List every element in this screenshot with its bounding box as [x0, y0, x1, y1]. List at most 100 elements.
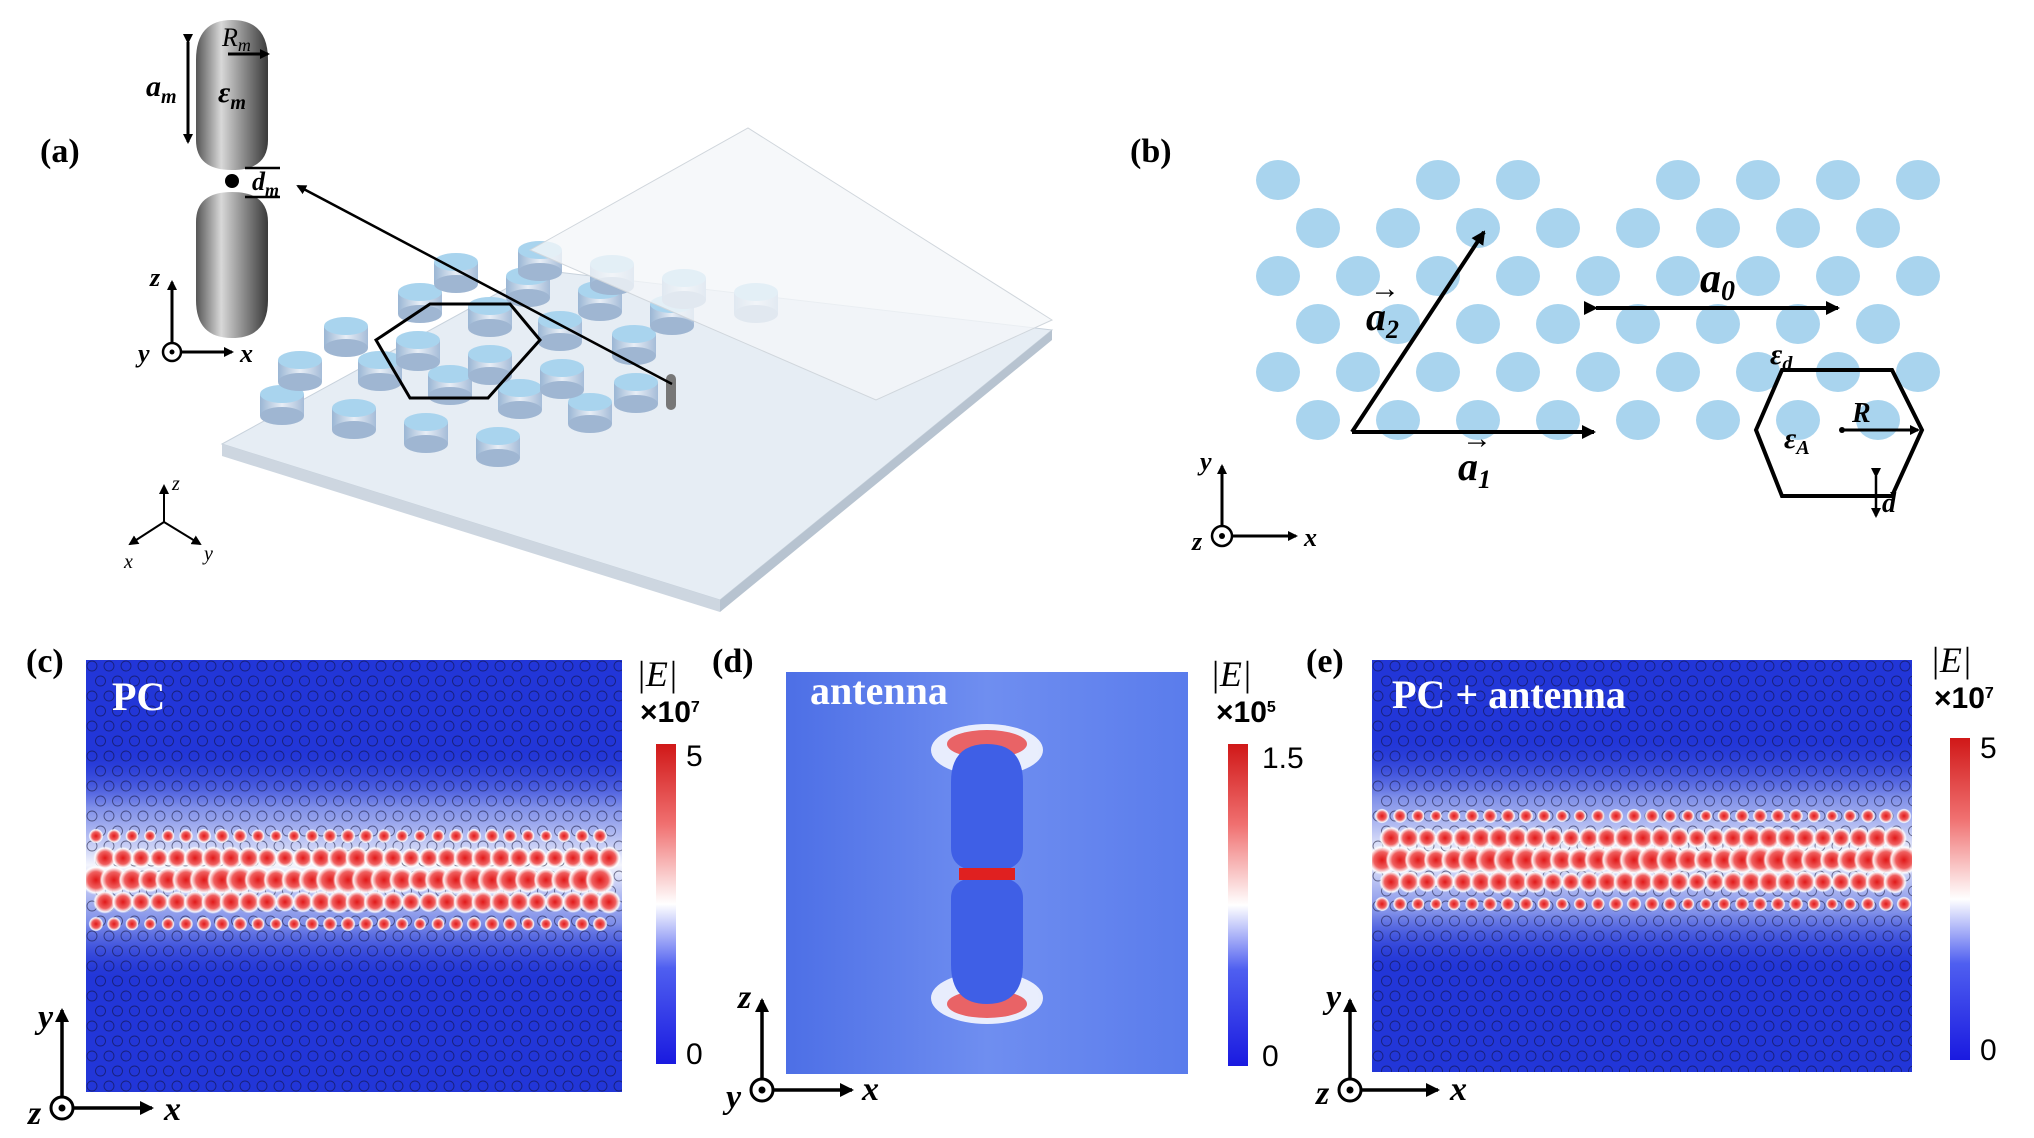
rod-outline — [588, 705, 599, 717]
rod-outline — [1423, 1020, 1435, 1032]
rod-outline — [205, 1080, 217, 1092]
field-hotspot — [1392, 896, 1408, 912]
field-hotspot — [118, 866, 146, 894]
rod-outline — [1602, 735, 1613, 747]
rod-outline — [1848, 780, 1860, 792]
field-hotspot — [292, 847, 314, 869]
rod-outline — [1415, 1035, 1426, 1047]
rod-outline — [1763, 690, 1775, 702]
pc-rod-cylinder — [568, 393, 612, 433]
rod-outline — [367, 795, 378, 807]
rod-outline — [562, 1050, 574, 1062]
field-hotspot — [1752, 808, 1768, 824]
map-title-e: PC + antenna — [1392, 672, 1626, 717]
rod-outline — [384, 945, 395, 957]
rod-outline — [384, 1035, 395, 1047]
lattice-rod — [1376, 304, 1420, 344]
field-hotspot — [196, 916, 212, 932]
rod-outline — [1899, 780, 1911, 792]
rod-outline — [426, 960, 438, 972]
rod-outline — [623, 976, 633, 986]
rod-outline — [341, 810, 353, 822]
rod-outline — [248, 945, 259, 957]
rod-outline — [562, 1020, 574, 1032]
rod-outline — [112, 945, 123, 957]
rod-outline — [1814, 930, 1826, 942]
panel-d: (d) antenna |E| ×105 1.5 0 z x y — [712, 643, 1304, 1116]
rod-outline — [239, 1020, 251, 1032]
rod-outline — [1823, 1005, 1834, 1017]
rod-outline — [486, 975, 497, 987]
rod-outline — [103, 960, 115, 972]
x3d-axis — [128, 521, 165, 546]
rod-outline — [1729, 1020, 1741, 1032]
rod-outline — [384, 735, 395, 747]
rod-outline — [579, 960, 591, 972]
rod-outline — [596, 660, 608, 672]
rod-outline — [358, 690, 370, 702]
rod-outline — [562, 960, 574, 972]
field-hotspot — [232, 828, 248, 844]
field-hotspot — [489, 890, 513, 914]
field-hotspot — [539, 829, 553, 843]
rod-outline — [1695, 930, 1707, 942]
rod-outline — [163, 975, 174, 987]
field-hotspot — [1812, 871, 1834, 893]
rod-outline — [350, 1035, 361, 1047]
rod-outline — [350, 705, 361, 717]
rod-outline — [640, 886, 650, 896]
rod-outline — [86, 780, 98, 792]
field-hotspot — [130, 847, 152, 869]
field-hotspot — [435, 890, 459, 914]
rod-outline — [435, 1035, 446, 1047]
panel-e-label: (e) — [1306, 643, 1344, 680]
rod-outline — [1508, 990, 1520, 1002]
rod-outline — [333, 1065, 344, 1077]
rod-outline — [1372, 930, 1384, 942]
lattice-rod — [1416, 352, 1460, 392]
field-hotspot — [388, 866, 416, 894]
gap-hotspot — [959, 868, 1015, 880]
rod-outline — [640, 826, 650, 836]
rod-outline — [443, 810, 455, 822]
rod-outline — [1602, 765, 1613, 777]
rod-outline — [1542, 780, 1554, 792]
rod-outline — [1440, 780, 1452, 792]
rod-outline — [1814, 1050, 1826, 1062]
rod-outline — [1534, 915, 1545, 927]
rod-outline — [307, 1020, 319, 1032]
field-hotspot — [376, 828, 392, 844]
rod-outline — [239, 750, 251, 762]
y-axis-label-b: y — [1197, 447, 1212, 476]
rod-outline — [470, 1096, 480, 1106]
rod-outline — [86, 930, 98, 942]
rod-outline — [197, 1005, 208, 1017]
rod-outline — [528, 990, 540, 1002]
rod-outline — [1585, 675, 1596, 687]
panel-b-label: (b) — [1130, 133, 1172, 170]
rod-outline — [358, 1080, 370, 1092]
rod-outline — [1730, 1081, 1740, 1091]
rod-outline — [511, 810, 523, 822]
rod-outline — [1704, 735, 1715, 747]
rod-outline — [1432, 1005, 1443, 1017]
rod-outline — [401, 945, 412, 957]
rod-outline — [1525, 780, 1537, 792]
rod-outline — [409, 660, 421, 672]
rod-outline — [1738, 1065, 1749, 1072]
rod-outline — [1457, 750, 1469, 762]
rod-outline — [1840, 1065, 1851, 1072]
rod-outline — [1883, 1081, 1893, 1091]
field-hotspot — [137, 867, 163, 893]
field-hotspot — [275, 892, 295, 912]
rod-outline — [640, 1066, 650, 1076]
field-hotspot — [1591, 897, 1605, 911]
rod-outline — [528, 750, 540, 762]
rod-outline — [146, 795, 157, 807]
field-hotspot — [1847, 826, 1871, 850]
rod-outline — [1687, 735, 1698, 747]
rod-outline — [409, 750, 421, 762]
rod-outline — [511, 1050, 523, 1062]
rod-outline — [375, 1020, 387, 1032]
lattice-rod — [1536, 208, 1580, 248]
